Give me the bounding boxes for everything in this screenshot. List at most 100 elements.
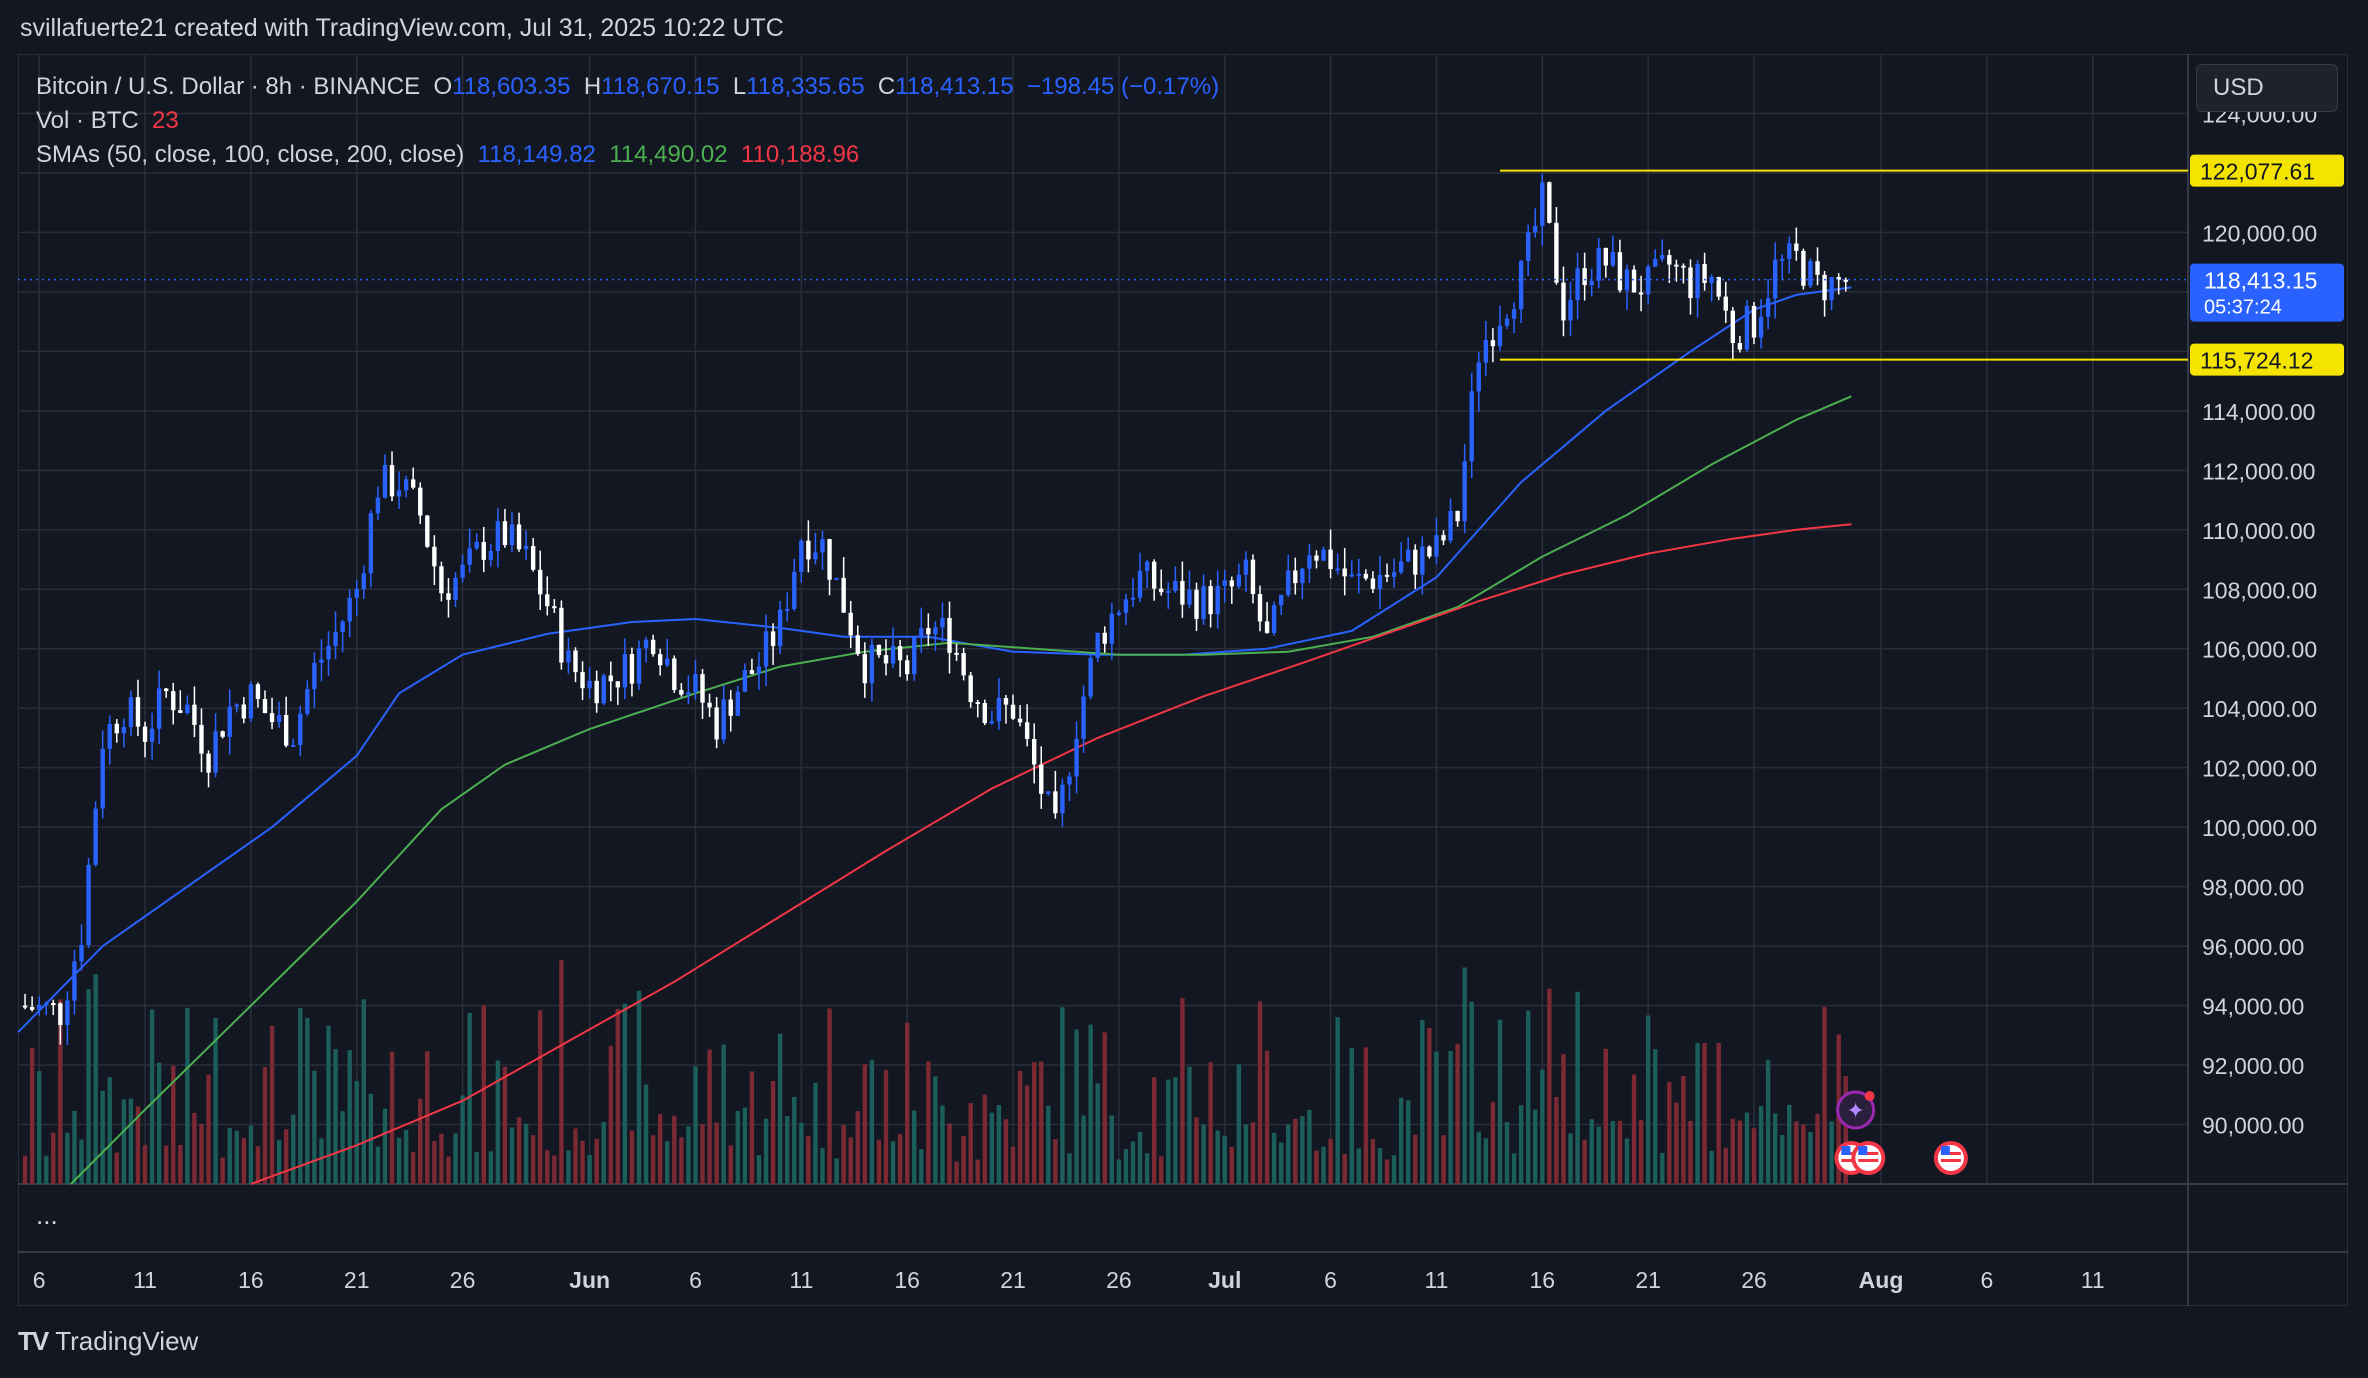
volume-bar (657, 1114, 663, 1184)
candle-body (22, 1005, 28, 1008)
us-flag-icon[interactable] (1851, 1141, 1886, 1175)
candle-body (1525, 232, 1531, 261)
volume-bar (1751, 1128, 1757, 1184)
candle-body (1039, 764, 1044, 794)
volume-bar (1377, 1148, 1383, 1184)
sma-label[interactable]: SMAs (50, close, 100, close, 200, close) (36, 141, 465, 168)
volume-bar (474, 1151, 479, 1184)
candle-body (375, 497, 381, 514)
volume-bar (1116, 1159, 1122, 1184)
x-tick-label: 16 (238, 1267, 264, 1293)
volume-bar (51, 1132, 56, 1184)
volume-bar (855, 1111, 860, 1184)
volume-bar (587, 1154, 592, 1184)
candle-body (1293, 570, 1298, 584)
volume-bar (1243, 1124, 1249, 1184)
low-value: 118,335.65 (746, 73, 865, 100)
candle-body (29, 1006, 35, 1010)
us-flag-icon[interactable] (1933, 1141, 1968, 1175)
candle-body (114, 723, 119, 734)
x-tick-label: 11 (789, 1267, 813, 1293)
candle-body (975, 702, 980, 705)
volume-bar (1130, 1141, 1136, 1184)
candle-body (509, 524, 515, 546)
candle-body (770, 631, 776, 647)
candle-body (1427, 546, 1432, 557)
close-value: 118,413.15 (895, 73, 1014, 100)
candle-body (156, 688, 162, 729)
volume-bar (1695, 1042, 1700, 1184)
volume-bar (763, 1118, 769, 1184)
volume-bar (1024, 1085, 1030, 1184)
last-price-label: 118,413.15 (2204, 268, 2317, 294)
candle-body (1836, 277, 1841, 280)
volume-bar (1533, 1109, 1538, 1184)
candle-body (418, 487, 423, 516)
volume-bar (396, 1137, 402, 1184)
y-tick-label: 96,000.00 (2202, 934, 2304, 960)
candle-body (93, 808, 98, 865)
volume-label[interactable]: Vol · BTC (36, 107, 139, 134)
volume-bar (1328, 1138, 1333, 1184)
candle-body (1300, 568, 1305, 584)
ai-sparkle-icon[interactable]: ✦ (1836, 1090, 1876, 1130)
close-label: C (877, 73, 896, 100)
candle-body (1173, 580, 1178, 591)
volume-bar (446, 1156, 451, 1184)
countdown-label: 05:37:24 (2204, 297, 2282, 319)
candle-body (107, 723, 112, 749)
volume-bar (912, 1110, 917, 1184)
x-tick-label: 11 (2081, 1267, 2105, 1293)
volume-bar (1667, 1081, 1672, 1184)
candle-body (855, 635, 860, 655)
currency-button[interactable]: USD (2196, 64, 2338, 112)
x-tick-label: 11 (1424, 1267, 1448, 1293)
candle-body (1363, 573, 1369, 579)
volume-bar (933, 1076, 938, 1184)
volume-bar (488, 1151, 494, 1184)
candle-body (305, 689, 310, 714)
volume-bar (686, 1126, 691, 1184)
volume-bar (1187, 1066, 1192, 1184)
indicator-menu-ellipsis[interactable]: ... (36, 1200, 58, 1230)
candle-body (1201, 586, 1206, 619)
volume-bar (199, 1123, 204, 1184)
symbol-label[interactable]: Bitcoin / U.S. Dollar · 8h · BINANCE (36, 73, 421, 100)
volume-bar (36, 1071, 42, 1184)
candle-body (1801, 250, 1806, 286)
candle-body (1511, 309, 1517, 319)
volume-bar (1462, 967, 1467, 1184)
volume-bar (1420, 1019, 1425, 1184)
volume-bar (573, 1128, 578, 1184)
candle-body (1674, 264, 1679, 267)
candle-body (206, 753, 211, 773)
volume-bar (1222, 1135, 1227, 1184)
candle-body (968, 675, 973, 703)
volume-bar (375, 1146, 381, 1184)
volume-bar (1730, 1118, 1736, 1184)
volume-bar (1434, 1051, 1439, 1184)
volume-bar (876, 1139, 882, 1184)
candle-body (608, 675, 613, 682)
candle-body (785, 608, 790, 611)
candle-body (721, 699, 726, 740)
volume-bar (947, 1123, 952, 1184)
volume-bar (319, 1138, 324, 1184)
volume-bar (777, 1033, 783, 1184)
volume-bar (926, 1061, 931, 1184)
candle-body (657, 654, 663, 666)
candle-body (1815, 261, 1820, 275)
legend-row-price: Bitcoin / U.S. Dollar · 8h · BINANCE O11… (36, 70, 1219, 104)
volume-bar (545, 1150, 550, 1184)
candle-body (982, 702, 987, 724)
candle-body (735, 691, 740, 716)
volume-bar (262, 1067, 268, 1184)
candle-body (1568, 300, 1573, 321)
candle-body (643, 639, 649, 649)
candle-body (312, 662, 317, 690)
volume-bar (1716, 1042, 1721, 1184)
tradingview-brand: TV TradingView (18, 1326, 198, 1357)
candle-body (545, 594, 550, 607)
candle-body (1349, 574, 1354, 577)
